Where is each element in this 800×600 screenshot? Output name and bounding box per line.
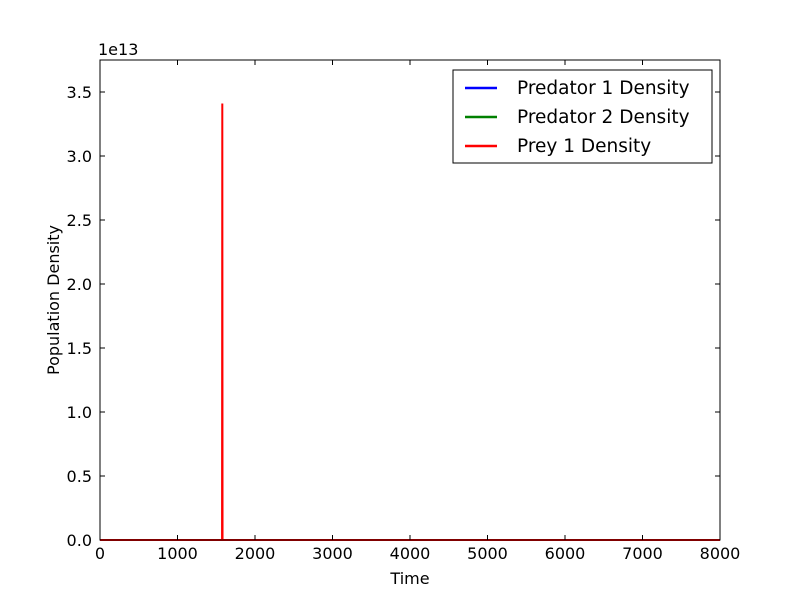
x-tick-label: 0 (95, 544, 105, 563)
x-tick-label: 5000 (467, 544, 508, 563)
x-tick-label: 3000 (312, 544, 353, 563)
y-axis-label: Population Density (44, 225, 63, 375)
y-tick-label: 0.0 (67, 531, 92, 550)
x-tick-label: 8000 (700, 544, 741, 563)
x-tick-label: 1000 (157, 544, 198, 563)
x-tick-label: 2000 (235, 544, 276, 563)
x-axis-label: Time (389, 569, 429, 588)
y-tick-label: 2.5 (67, 211, 92, 230)
y-tick-label: 2.0 (67, 275, 92, 294)
y-tick-label: 3.5 (67, 83, 92, 102)
y-axis-offset-label: 1e13 (98, 40, 138, 59)
y-tick-label: 0.5 (67, 467, 92, 486)
legend-label: Predator 1 Density (517, 78, 690, 99)
y-tick-label: 1.0 (67, 403, 92, 422)
plot-area-frame (99, 59, 721, 541)
x-tick-label: 6000 (545, 544, 586, 563)
legend: Predator 1 Density Predator 2 Density Prey… (452, 69, 713, 164)
legend-label: Predator 2 Density (517, 107, 690, 128)
x-tick-label: 7000 (622, 544, 663, 563)
y-tick-label: 3.0 (67, 147, 92, 166)
ticks-layer: 0 1000 2000 3000 4000 5000 6000 7000 8000 0.0 0.5 1… (67, 60, 741, 563)
legend-label: Prey 1 Density (517, 136, 651, 157)
y-tick-label: 1.5 (67, 339, 92, 358)
x-tick-label: 4000 (390, 544, 431, 563)
